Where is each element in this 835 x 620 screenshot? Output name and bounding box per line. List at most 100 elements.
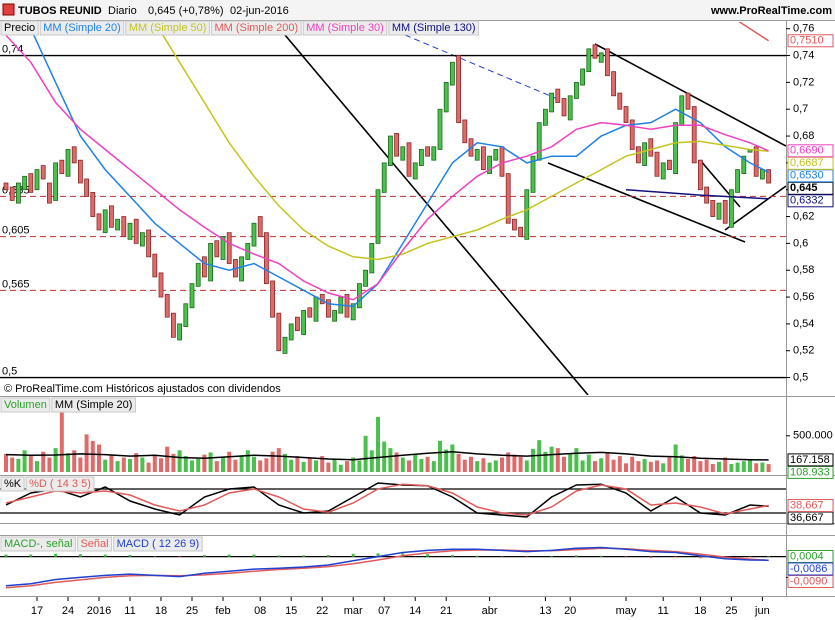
bar [462, 459, 467, 472]
candle [195, 263, 201, 287]
legend-box [51, 397, 136, 413]
candle [53, 162, 58, 201]
candle [766, 169, 771, 184]
bar [450, 554, 454, 557]
bar [252, 554, 256, 557]
candle [617, 92, 623, 110]
candle [3, 182, 9, 191]
bar [103, 554, 107, 557]
y-tick-label: 0,6 [793, 237, 808, 249]
candle [456, 55, 462, 124]
bar [183, 456, 188, 472]
x-tick-label: 18 [694, 605, 706, 617]
bar [419, 458, 424, 472]
bar [270, 451, 275, 472]
bar [543, 451, 548, 472]
candle [530, 155, 536, 193]
bar [357, 460, 362, 472]
candle [71, 146, 77, 164]
legend-box [76, 536, 113, 552]
legend-label: MM (Simple 30) [306, 22, 384, 34]
bar [425, 456, 430, 472]
bar [78, 554, 82, 557]
bar [562, 456, 566, 472]
candle [65, 149, 71, 177]
candle [648, 138, 654, 157]
value-box [787, 144, 834, 158]
candle [257, 216, 263, 238]
bar [717, 461, 721, 472]
legend-label: %D ( 14 3 5) [29, 478, 91, 490]
candle [418, 149, 424, 166]
bar [549, 446, 554, 472]
candle [685, 92, 691, 110]
x-tick-label: abr [482, 605, 498, 617]
footnote: © ProRealTime.com Históricos ajustados c… [4, 383, 281, 395]
bar [456, 453, 461, 472]
bar [766, 464, 771, 472]
candle [611, 71, 616, 97]
bar [642, 458, 647, 472]
legend-label: MACD-, señal [4, 538, 72, 550]
legend-label: MM (Simple 130) [392, 22, 476, 34]
value-label: -0,0086 [790, 563, 827, 575]
value-label: 167.158 [790, 454, 830, 466]
candle [499, 146, 505, 177]
bar [723, 457, 728, 472]
bar [401, 553, 405, 557]
bar [97, 444, 101, 472]
bar [512, 454, 517, 472]
bar [487, 462, 492, 472]
bar [72, 450, 77, 472]
candle [480, 146, 486, 170]
bar [649, 556, 653, 558]
candle [381, 162, 387, 193]
bar [599, 458, 604, 472]
candle [636, 146, 641, 164]
bar [481, 458, 486, 472]
header-bar [0, 0, 835, 20]
bar [134, 453, 139, 472]
value-box [787, 562, 834, 576]
x-tick-label: 08 [254, 605, 266, 617]
candle [201, 256, 207, 278]
bar [661, 463, 666, 472]
candle [474, 149, 480, 161]
level-label: 0,605 [2, 225, 30, 237]
bar [258, 460, 263, 472]
line-series [5, 546, 769, 587]
x-tick-label: 07 [378, 605, 390, 617]
candle [288, 323, 294, 341]
candle [332, 310, 338, 322]
bar [239, 455, 244, 472]
value-label: 38,667 [790, 499, 824, 511]
bar [326, 462, 331, 472]
bar [326, 554, 330, 557]
x-tick-label: 17 [31, 605, 43, 617]
candle [679, 95, 685, 126]
bar [748, 459, 752, 472]
candle [220, 236, 226, 260]
legend-label: MM (Simple 50) [129, 22, 207, 34]
candle [691, 106, 697, 164]
bar [202, 554, 206, 557]
value-label: 108.933 [790, 466, 830, 478]
header-period: Diario [108, 5, 137, 17]
bar [4, 453, 8, 472]
header-date: 02-jun-2016 [230, 5, 289, 17]
bar [648, 461, 653, 472]
candle [9, 186, 15, 201]
candle [586, 48, 592, 73]
line-series [5, 482, 769, 518]
candle [270, 280, 276, 318]
value-label: 36,667 [790, 512, 824, 524]
legend-label: MACD ( 12 26 9) [117, 538, 200, 550]
bar [698, 461, 703, 472]
legend-label: Señal [80, 538, 108, 550]
header-site: www.ProRealTime.com [710, 5, 832, 17]
bar [351, 553, 355, 557]
candle [251, 222, 257, 247]
candle [102, 209, 108, 234]
candle [214, 240, 220, 258]
x-tick-label: may [616, 605, 637, 617]
